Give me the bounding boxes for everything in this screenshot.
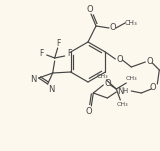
Text: H: H bbox=[123, 88, 128, 94]
Text: F: F bbox=[56, 40, 61, 48]
Text: F: F bbox=[40, 48, 44, 58]
Text: N: N bbox=[48, 85, 55, 93]
Text: O: O bbox=[104, 79, 111, 87]
Text: CH₃: CH₃ bbox=[116, 103, 128, 108]
Text: N: N bbox=[117, 87, 124, 95]
Text: CH₃: CH₃ bbox=[125, 77, 137, 82]
Text: O: O bbox=[146, 58, 153, 66]
Text: F: F bbox=[68, 50, 72, 58]
Text: O: O bbox=[110, 24, 116, 32]
Text: O: O bbox=[149, 82, 156, 92]
Text: CH₃: CH₃ bbox=[96, 74, 108, 79]
Text: CH₃: CH₃ bbox=[125, 20, 137, 26]
Text: O: O bbox=[87, 5, 93, 14]
Text: O: O bbox=[85, 106, 92, 116]
Text: N: N bbox=[31, 76, 37, 85]
Text: O: O bbox=[116, 55, 123, 64]
